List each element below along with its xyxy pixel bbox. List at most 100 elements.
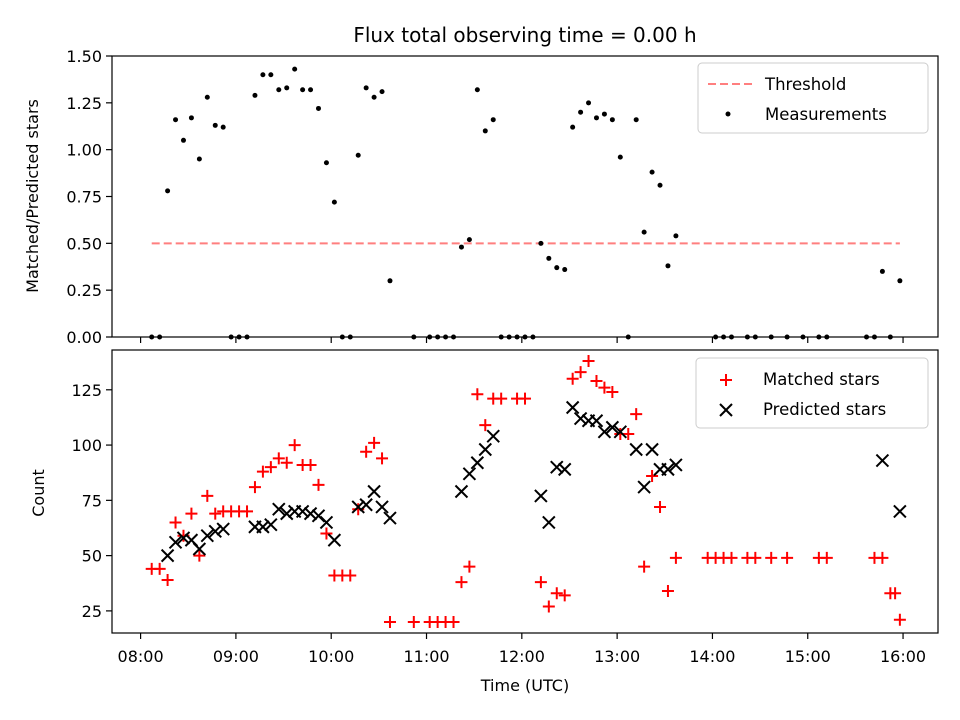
top-y-tick-label: 0.25 <box>66 281 102 300</box>
measurement-point-18 <box>292 66 298 72</box>
bottom-y-axis-label: Count <box>29 469 48 517</box>
measurement-point-55 <box>609 117 615 123</box>
predicted-point-44 <box>661 462 675 477</box>
x-tick-label: 15:00 <box>785 647 831 666</box>
matched-point-30 <box>383 615 396 628</box>
predicted-point-25 <box>462 467 477 481</box>
x-tick-label: 12:00 <box>499 647 545 666</box>
measurement-point-37 <box>466 237 472 243</box>
matched-point-28 <box>368 436 381 449</box>
matched-point-52 <box>598 381 611 394</box>
bottom-y-tick-label: 25 <box>82 602 102 621</box>
bottom-y-tick-label: 75 <box>82 491 102 510</box>
matched-point-73 <box>876 551 889 564</box>
predicted-point-30 <box>542 515 556 530</box>
predicted-point-37 <box>597 425 612 439</box>
measurement-point-22 <box>323 160 329 166</box>
measurement-point-54 <box>601 111 607 117</box>
top-y-tick-label: 1.00 <box>66 141 102 160</box>
predicted-point-0 <box>160 548 175 563</box>
legend-matched-label: Matched stars <box>763 370 880 389</box>
measurement-point-13 <box>252 92 258 98</box>
measurement-point-7 <box>204 94 210 100</box>
predicted-point-31 <box>550 460 564 474</box>
matched-point-29 <box>376 452 389 465</box>
matched-point-75 <box>889 587 902 600</box>
measurement-point-4 <box>180 137 186 143</box>
predicted-point-22 <box>375 500 389 514</box>
predicted-point-9 <box>256 520 270 534</box>
predicted-point-6 <box>208 524 222 539</box>
predicted-point-4 <box>192 542 207 556</box>
predicted-point-20 <box>359 498 373 512</box>
predicted-point-12 <box>280 506 294 521</box>
measurement-point-48 <box>554 265 560 271</box>
legend-predicted-label: Predicted stars <box>763 400 886 419</box>
top-y-tick-label: 1.25 <box>66 94 102 113</box>
measurement-point-26 <box>355 152 361 158</box>
matched-point-37 <box>463 560 476 573</box>
predicted-point-38 <box>605 420 620 435</box>
x-tick-label: 11:00 <box>403 647 449 666</box>
matched-point-51 <box>590 374 603 387</box>
measurement-point-58 <box>633 117 639 123</box>
predicted-point-34 <box>573 411 588 426</box>
matched-point-55 <box>622 428 635 441</box>
matched-point-76 <box>893 613 906 626</box>
predicted-point-40 <box>629 442 643 457</box>
predicted-point-7 <box>216 522 230 536</box>
matched-point-17 <box>280 456 293 469</box>
matched-point-69 <box>781 551 794 564</box>
matched-point-1 <box>153 562 166 575</box>
measurement-point-56 <box>617 154 623 160</box>
matched-point-68 <box>765 551 778 564</box>
predicted-point-1 <box>168 535 183 550</box>
measurement-point-52 <box>586 100 592 106</box>
bottom-legend: Matched stars Predicted stars <box>695 357 929 429</box>
predicted-point-5 <box>200 529 215 543</box>
measurement-point-2 <box>165 188 171 194</box>
x-tick-label: 14:00 <box>689 647 735 666</box>
measurement-point-78 <box>897 278 903 284</box>
predicted-point-21 <box>367 484 381 499</box>
matched-point-48 <box>566 372 579 385</box>
measurement-point-16 <box>276 87 282 93</box>
predicted-point-23 <box>383 511 397 525</box>
matched-point-41 <box>495 392 508 405</box>
matched-point-20 <box>304 458 317 471</box>
matched-point-13 <box>248 481 261 494</box>
matched-point-12 <box>241 505 254 518</box>
x-axis-label: Time (UTC) <box>480 676 569 695</box>
predicted-point-2 <box>176 531 191 545</box>
legend-threshold-label: Threshold <box>764 75 846 94</box>
measurement-point-30 <box>387 278 393 284</box>
x-tick-label: 13:00 <box>594 647 640 666</box>
predicted-point-41 <box>637 480 651 494</box>
predicted-point-42 <box>645 442 659 457</box>
predicted-point-47 <box>893 504 907 519</box>
x-tick-label: 08:00 <box>118 647 164 666</box>
top-panel: 0.00 0.25 0.50 0.75 1.00 1.25 1.50 Matched/Pre… <box>23 47 939 347</box>
measurement-point-76 <box>879 268 885 274</box>
measurement-point-20 <box>308 87 314 93</box>
matched-point-35 <box>447 615 460 628</box>
measurement-point-62 <box>665 263 671 269</box>
matched-point-47 <box>558 589 571 602</box>
matched-point-16 <box>272 452 285 465</box>
matched-point-22 <box>320 527 333 540</box>
matched-point-31 <box>407 615 420 628</box>
matched-point-49 <box>574 366 587 379</box>
predicted-point-17 <box>319 515 334 530</box>
bottom-y-tick-label: 100 <box>71 436 102 455</box>
bottom-y-tick-label: 50 <box>82 547 102 566</box>
matched-point-46 <box>550 587 563 600</box>
measurement-point-14 <box>260 72 266 78</box>
measurement-point-51 <box>578 109 584 115</box>
matched-point-25 <box>344 569 357 582</box>
measurement-point-36 <box>458 244 464 250</box>
measurement-point-49 <box>562 267 568 273</box>
matched-point-53 <box>606 386 619 399</box>
measurement-point-8 <box>212 122 218 128</box>
measurement-point-59 <box>641 229 647 235</box>
legend-matched-swatch <box>720 374 732 386</box>
